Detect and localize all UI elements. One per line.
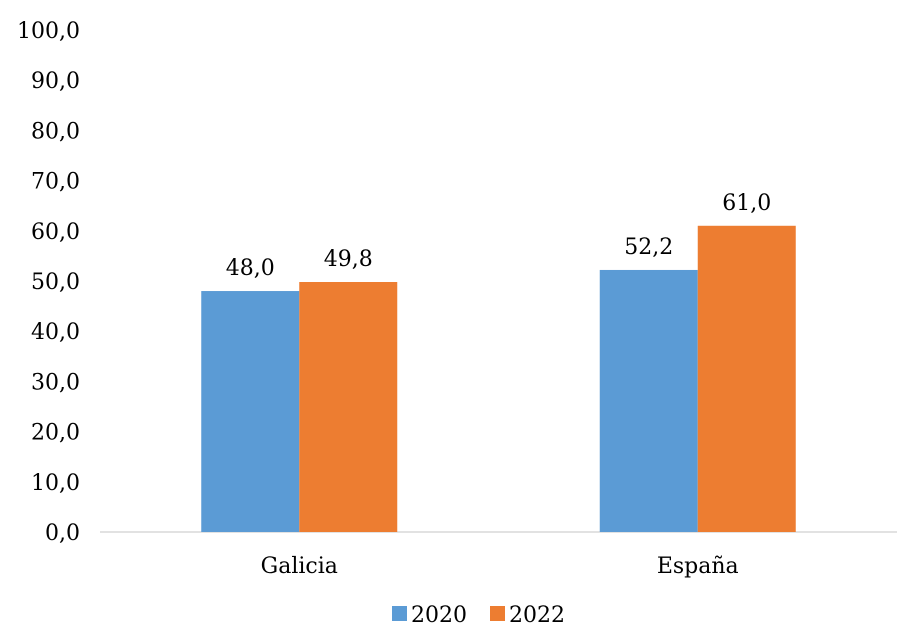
- bars-group: [201, 225, 796, 532]
- data-label: 52,2: [624, 235, 673, 260]
- y-tick-label: 100,0: [17, 19, 80, 44]
- y-axis-ticks: 0,0 10,0 20,0 30,0 40,0 50,0 60,0 70,0 80,0 90,0 1…: [17, 19, 80, 546]
- legend-label: 2020: [411, 603, 467, 628]
- legend-swatch-2022: [490, 606, 505, 621]
- y-tick-label: 50,0: [31, 270, 80, 295]
- data-labels-group: 48,0 49,8 52,2 61,0: [226, 191, 771, 281]
- y-tick-label: 10,0: [31, 471, 80, 496]
- legend-label: 2022: [509, 603, 565, 628]
- category-label: España: [657, 554, 739, 579]
- data-label: 48,0: [226, 256, 275, 281]
- y-tick-label: 90,0: [31, 69, 80, 94]
- legend: 2020 2022: [392, 603, 565, 628]
- bar-2022-españa: [697, 225, 796, 532]
- data-label: 49,8: [324, 247, 373, 272]
- category-labels-group: Galicia España: [261, 554, 739, 579]
- data-label: 61,0: [722, 191, 771, 216]
- y-tick-label: 40,0: [31, 320, 80, 345]
- y-tick-label: 20,0: [31, 421, 80, 446]
- bar-2020-españa: [599, 269, 698, 532]
- category-label: Galicia: [261, 554, 338, 579]
- y-tick-label: 80,0: [31, 119, 80, 144]
- y-tick-label: 70,0: [31, 170, 80, 195]
- bar-2020-galicia: [201, 291, 300, 532]
- y-tick-label: 30,0: [31, 370, 80, 395]
- legend-swatch-2020: [392, 606, 407, 621]
- y-tick-label: 60,0: [31, 220, 80, 245]
- bar-2022-galicia: [299, 282, 398, 532]
- y-tick-label: 0,0: [45, 521, 80, 546]
